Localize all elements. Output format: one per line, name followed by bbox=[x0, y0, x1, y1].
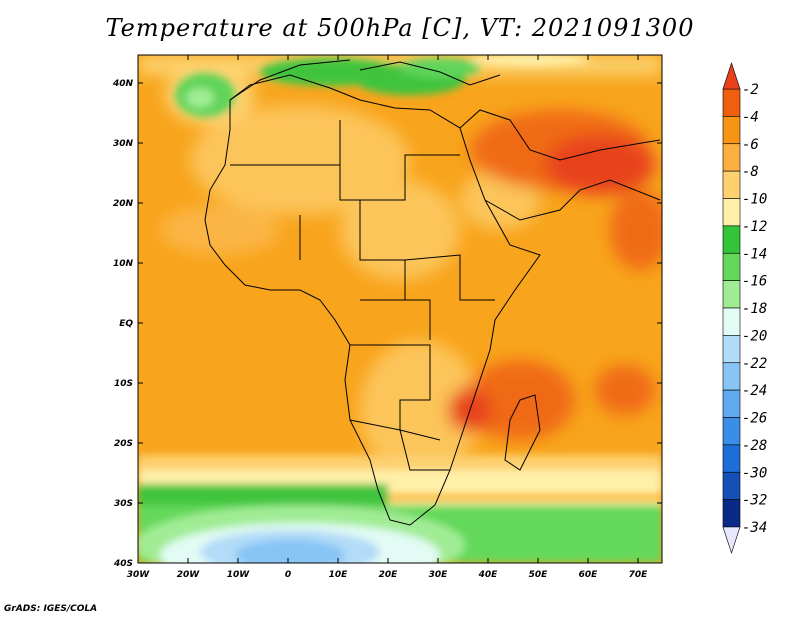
colorbar-label: -30 bbox=[742, 465, 767, 481]
colorbar-bin bbox=[722, 143, 741, 172]
colorbar-bin bbox=[722, 170, 741, 199]
lat-tick-label: 20N bbox=[113, 199, 134, 209]
colorbar-label: -4 bbox=[742, 109, 759, 125]
lon-tick-label: 20E bbox=[379, 570, 399, 580]
grads-credit: GrADS: IGES/COLA bbox=[4, 604, 98, 614]
colorbar-bin bbox=[722, 198, 741, 227]
map-frame bbox=[137, 54, 663, 564]
lon-tick-label: 10E bbox=[329, 570, 349, 580]
lat-tick-label: 40S bbox=[113, 559, 133, 569]
colorbar-label: -12 bbox=[742, 219, 767, 235]
colorbar-bin bbox=[722, 307, 741, 336]
colorbar-bin bbox=[722, 88, 741, 117]
colorbar-label: -24 bbox=[742, 383, 767, 399]
lon-tick-label: 60E bbox=[579, 570, 599, 580]
colorbar-bin bbox=[722, 116, 741, 145]
lon-tick-label: 50E bbox=[529, 570, 549, 580]
lat-tick-label: 30N bbox=[113, 139, 134, 149]
colorbar-label: -10 bbox=[742, 192, 767, 208]
colorbar-label: -26 bbox=[742, 411, 767, 427]
colorbar-label: -14 bbox=[742, 246, 767, 262]
colorbar-label: -20 bbox=[742, 328, 767, 344]
temperature-field bbox=[138, 55, 662, 563]
colorbar-label: -18 bbox=[742, 301, 767, 317]
colorbar-label: -28 bbox=[742, 438, 767, 454]
colorbar-bottom-arrow bbox=[722, 526, 741, 554]
lat-tick-label: 40N bbox=[112, 79, 134, 89]
colorbar-bin bbox=[722, 252, 741, 281]
colorbar-label: -16 bbox=[742, 274, 767, 290]
colorbar-label: -6 bbox=[742, 137, 759, 153]
longitude-axis: 30W 20W 10W 0 10E 20E 30E 40E 50E 60E 70E bbox=[127, 55, 648, 580]
lon-tick-label: 30E bbox=[429, 570, 449, 580]
lon-tick-label: 10W bbox=[227, 570, 251, 580]
lon-tick-label: 0 bbox=[285, 570, 291, 580]
colorbar-label: -8 bbox=[742, 164, 759, 180]
lon-tick-label: 20W bbox=[177, 570, 201, 580]
colorbar-label: -2 bbox=[742, 82, 759, 98]
colorbar: -2 -4 -6 -8 -10 -12 -14 -16 -18 -20 -22 -24 -26 -28 -3… bbox=[722, 62, 767, 554]
colorbar-label: -22 bbox=[742, 356, 767, 372]
lon-tick-label: 70E bbox=[629, 570, 649, 580]
colorbar-top-arrow bbox=[722, 62, 741, 90]
lat-tick-label: 20S bbox=[114, 439, 133, 449]
colorbar-bin bbox=[722, 225, 741, 254]
coastlines bbox=[204, 59, 661, 526]
colorbar-bin bbox=[722, 417, 741, 446]
lat-tick-label: EQ bbox=[119, 319, 133, 329]
colorbar-bin bbox=[722, 362, 741, 391]
colorbar-bin bbox=[722, 444, 741, 473]
colorbar-bin bbox=[722, 389, 741, 418]
lat-tick-label: 10N bbox=[113, 259, 134, 269]
colorbar-bin bbox=[722, 280, 741, 309]
colorbar-bin bbox=[722, 335, 741, 364]
colorbar-label: -34 bbox=[742, 520, 767, 536]
lat-tick-label: 30S bbox=[114, 499, 133, 509]
lon-tick-label: 40E bbox=[478, 570, 499, 580]
latitude-axis: 40N 30N 20N 10N EQ 10S 20S 30S 40S bbox=[112, 79, 662, 569]
map-title: Temperature at 500hPa [C], VT: 202109130… bbox=[105, 14, 695, 42]
lat-tick-label: 10S bbox=[114, 379, 133, 389]
lon-tick-label: 30W bbox=[127, 570, 151, 580]
colorbar-bin bbox=[722, 499, 741, 528]
colorbar-label: -32 bbox=[742, 493, 767, 509]
colorbar-bin bbox=[722, 471, 741, 500]
